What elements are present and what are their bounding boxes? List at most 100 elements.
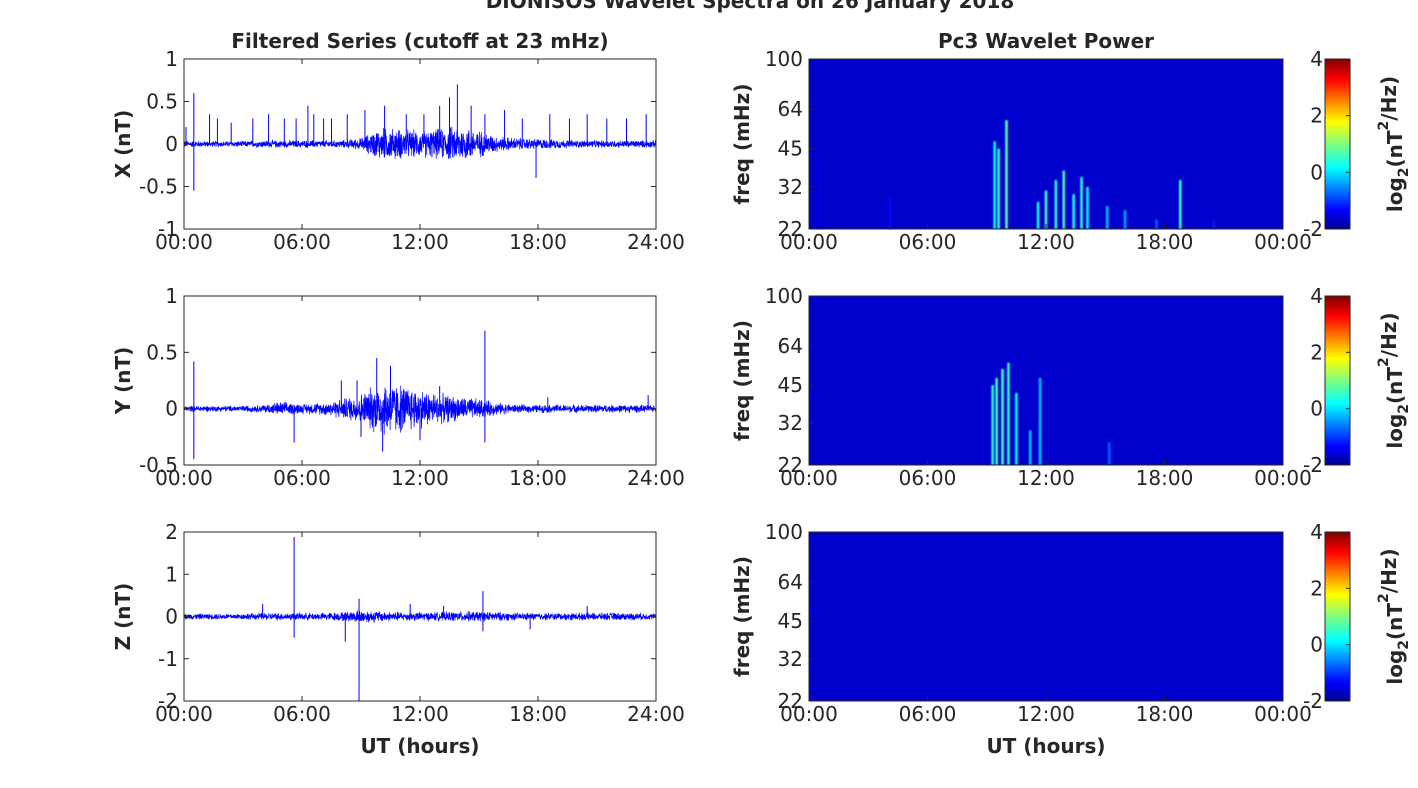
- x-tick-label: 00:00: [1254, 466, 1312, 490]
- y-tick-label: 45: [778, 373, 803, 397]
- y-tick-label: -0.5: [139, 453, 178, 477]
- heatmap-background: [809, 296, 1283, 465]
- x-tick-label: 06:00: [899, 230, 957, 254]
- colorbar-tick-label: -2: [1303, 689, 1323, 713]
- x-tick-label: 18:00: [1136, 230, 1194, 254]
- y-tick-label: 2: [165, 520, 178, 544]
- colorbar-tick-label: 2: [1310, 340, 1323, 364]
- y-axis-label: X (nT): [111, 110, 135, 179]
- y-tick-label: 1: [165, 47, 178, 71]
- heatmap-burst: [1044, 190, 1048, 229]
- y-axis-label: freq (mHz): [730, 320, 754, 441]
- y-tick-label: 100: [765, 47, 803, 71]
- y-tick-label: 1: [165, 562, 178, 586]
- timeseries-panel-2: 00:00 06:00 12:00 18:00 24:00 -0.5 0 0.5 1 Y (nT): [111, 284, 685, 490]
- y-tick-label: 0.5: [146, 340, 178, 364]
- heatmap-background: [809, 532, 1283, 701]
- heatmap-burst: [1123, 210, 1127, 229]
- x-tick-label: 12:00: [391, 466, 449, 490]
- heatmap-burst: [1038, 377, 1042, 465]
- y-tick-label: 64: [778, 97, 803, 121]
- heatmap-burst: [1007, 362, 1010, 465]
- heatmap-burst: [1015, 392, 1018, 465]
- heatmap-burst: [995, 377, 998, 465]
- colorbar-tick-label: 0: [1310, 160, 1323, 184]
- y-tick-label: -0.5: [139, 175, 178, 199]
- x-tick-label: 00:00: [155, 466, 213, 490]
- spectrogram-panel-3: 00:00 06:00 12:00 18:00 00:0022324564100freq…: [730, 520, 1412, 758]
- figure-title: DIONISOS Wavelet Spectra on 26 January 2…: [486, 0, 1015, 13]
- x-tick-label: 24:00: [627, 230, 685, 254]
- x-tick-label: 18:00: [1136, 466, 1194, 490]
- y-tick-label: 0.5: [146, 90, 178, 114]
- y-axis-label: freq (mHz): [730, 84, 754, 205]
- colorbar: -2 0 2 4 log2(nT2/Hz): [1303, 520, 1412, 713]
- x-tick-label: 12:00: [391, 230, 449, 254]
- x-tick-label: 00:00: [780, 702, 838, 726]
- timeseries-panel-3: 00:00 06:00 12:00 18:00 24:00 -2 -1 0 1 2 Z (nT) UT…: [111, 520, 685, 758]
- x-tick-label: 18:00: [509, 466, 567, 490]
- x-tick-label: 24:00: [627, 466, 685, 490]
- colorbar-tick-label: -2: [1303, 217, 1323, 241]
- heatmap-burst: [1105, 206, 1109, 229]
- x-tick-label: 00:00: [155, 230, 213, 254]
- x-tick-label: 18:00: [1136, 702, 1194, 726]
- y-tick-label: 32: [778, 175, 803, 199]
- x-tick-label: 00:00: [1254, 230, 1312, 254]
- heatmap-burst: [817, 161, 821, 229]
- y-tick-label: 100: [765, 284, 803, 308]
- x-tick-label: 06:00: [899, 702, 957, 726]
- colorbar-label: log2(nT2/Hz): [1376, 76, 1412, 212]
- heatmap-burst: [1155, 219, 1158, 229]
- x-tick-label: 18:00: [509, 230, 567, 254]
- x-axis-label: UT (hours): [360, 734, 479, 758]
- y-tick-label: -1: [158, 647, 178, 671]
- series-trace: [183, 610, 657, 623]
- colorbar-tick-label: -2: [1303, 453, 1323, 477]
- y-tick-label: 32: [778, 411, 803, 435]
- heatmap-burst: [1107, 442, 1111, 465]
- heatmap-burst: [991, 385, 994, 465]
- colorbar-label: log2(nT2/Hz): [1376, 312, 1412, 448]
- x-tick-label: 12:00: [391, 702, 449, 726]
- colorbar-gradient: [1324, 531, 1351, 702]
- x-tick-label: 12:00: [1017, 466, 1075, 490]
- heatmap-burst: [918, 696, 921, 701]
- colorbar-tick-label: 2: [1310, 576, 1323, 600]
- panel-title: Pc3 Wavelet Power: [938, 29, 1154, 53]
- heatmap-burst: [997, 148, 1000, 229]
- x-tick-label: 18:00: [509, 702, 567, 726]
- y-tick-label: 64: [778, 570, 803, 594]
- colorbar-tick-label: 4: [1310, 284, 1323, 308]
- heatmap-burst: [1212, 219, 1216, 229]
- y-tick-label: 100: [765, 520, 803, 544]
- heatmap-burst: [1179, 180, 1182, 229]
- heatmap-burst: [1062, 170, 1066, 229]
- y-tick-label: 1: [165, 284, 178, 308]
- heatmap-burst: [1080, 176, 1083, 229]
- y-axis-label: freq (mHz): [730, 556, 754, 677]
- timeseries-panel-1: 00:00 06:00 12:00 18:00 24:00 -1 -0.5 0 0.5 1 X (n…: [111, 29, 685, 254]
- y-axis-label: Z (nT): [111, 583, 135, 651]
- y-tick-label: 22: [778, 689, 803, 713]
- y-tick-label: 45: [778, 609, 803, 633]
- x-tick-label: 12:00: [1017, 230, 1075, 254]
- x-tick-label: 06:00: [273, 230, 331, 254]
- series-trace: [183, 126, 657, 159]
- x-tick-label: 24:00: [627, 702, 685, 726]
- heatmap-burst: [1001, 368, 1004, 465]
- x-tick-label: 00:00: [780, 466, 838, 490]
- subplot-grid: 00:00 06:00 12:00 18:00 24:00 -1 -0.5 0 0.5 1 X (n…: [111, 29, 1412, 758]
- y-tick-label: -2: [158, 689, 178, 713]
- colorbar-gradient: [1324, 295, 1351, 466]
- y-tick-label: 22: [778, 453, 803, 477]
- x-tick-label: 06:00: [273, 466, 331, 490]
- x-tick-label: 06:00: [273, 702, 331, 726]
- x-tick-label: 00:00: [780, 230, 838, 254]
- heatmap-burst: [888, 197, 892, 229]
- y-tick-label: 32: [778, 647, 803, 671]
- colorbar-tick-label: 4: [1310, 47, 1323, 71]
- y-tick-label: 0: [165, 132, 178, 156]
- y-tick-label: -1: [158, 217, 178, 241]
